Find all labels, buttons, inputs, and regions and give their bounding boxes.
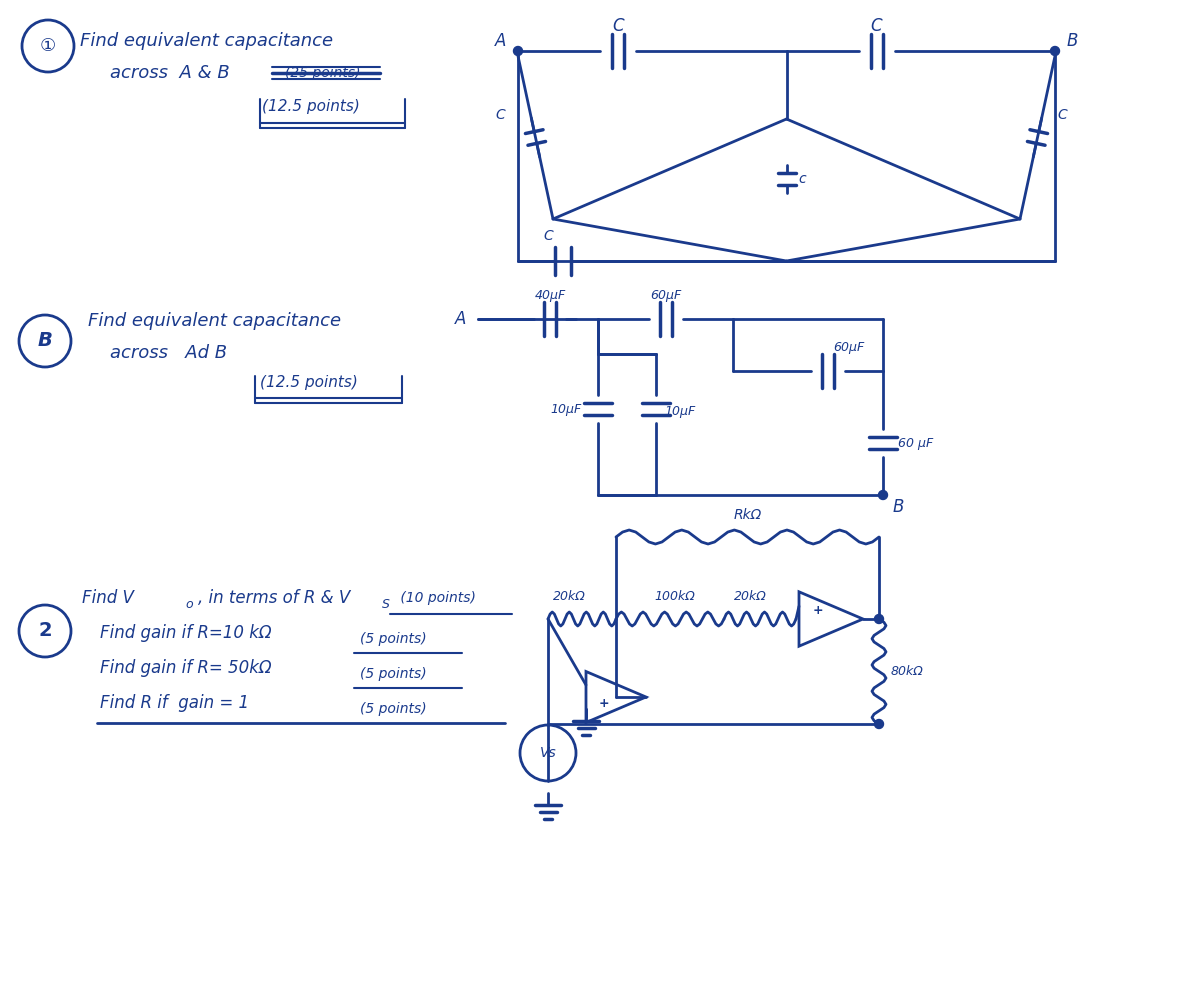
Text: +: +: [599, 697, 609, 711]
Text: Find equivalent capacitance: Find equivalent capacitance: [88, 312, 342, 330]
Text: Find gain if R=10 kΩ: Find gain if R=10 kΩ: [100, 624, 272, 642]
Text: B: B: [1067, 32, 1078, 50]
Text: ①: ①: [40, 37, 57, 55]
Text: B: B: [37, 332, 53, 351]
Text: (5 points): (5 points): [360, 632, 427, 646]
Text: across  A & B: across A & B: [109, 64, 230, 82]
Text: C: C: [871, 17, 882, 35]
Circle shape: [875, 614, 883, 623]
Text: Find gain if R= 50kΩ: Find gain if R= 50kΩ: [100, 659, 272, 677]
Text: C: C: [612, 17, 624, 35]
Text: Vs: Vs: [540, 746, 556, 760]
Text: 20kΩ: 20kΩ: [553, 591, 586, 604]
Text: C: C: [1057, 108, 1067, 123]
Text: c: c: [799, 172, 806, 186]
Text: o: o: [185, 598, 192, 610]
Text: (12.5 points): (12.5 points): [260, 376, 357, 390]
Text: A: A: [494, 32, 506, 50]
Text: , in terms of R & V: , in terms of R & V: [198, 589, 350, 607]
Text: RkΩ: RkΩ: [734, 508, 761, 522]
Circle shape: [1050, 47, 1060, 55]
Text: (12.5 points): (12.5 points): [262, 99, 360, 115]
Circle shape: [875, 719, 883, 728]
Text: 60μF: 60μF: [832, 341, 864, 354]
Text: C: C: [496, 108, 505, 123]
Circle shape: [878, 491, 888, 499]
Text: 100kΩ: 100kΩ: [654, 591, 695, 604]
Text: B: B: [893, 498, 905, 516]
Text: across   Ad B: across Ad B: [109, 344, 227, 362]
Text: S: S: [383, 598, 390, 610]
Text: 40μF: 40μF: [534, 288, 565, 301]
Text: Find equivalent capacitance: Find equivalent capacitance: [81, 32, 333, 50]
Text: +: +: [813, 605, 824, 617]
Circle shape: [514, 47, 522, 55]
Text: 80kΩ: 80kΩ: [891, 665, 924, 678]
Text: 2: 2: [38, 621, 52, 640]
Text: 20kΩ: 20kΩ: [734, 591, 766, 604]
Text: Find V: Find V: [82, 589, 134, 607]
Text: 10μF: 10μF: [664, 404, 695, 417]
Text: (10 points): (10 points): [396, 591, 476, 605]
Text: 60 μF: 60 μF: [897, 436, 934, 450]
Text: C: C: [543, 229, 553, 243]
Text: (5 points): (5 points): [360, 667, 427, 681]
Text: (25 points): (25 points): [285, 66, 361, 80]
Text: Find R if  gain = 1: Find R if gain = 1: [100, 694, 249, 712]
Text: 10μF: 10μF: [550, 402, 581, 415]
Text: (5 points): (5 points): [360, 702, 427, 716]
Text: 60μF: 60μF: [651, 288, 682, 301]
Text: A: A: [455, 310, 466, 328]
